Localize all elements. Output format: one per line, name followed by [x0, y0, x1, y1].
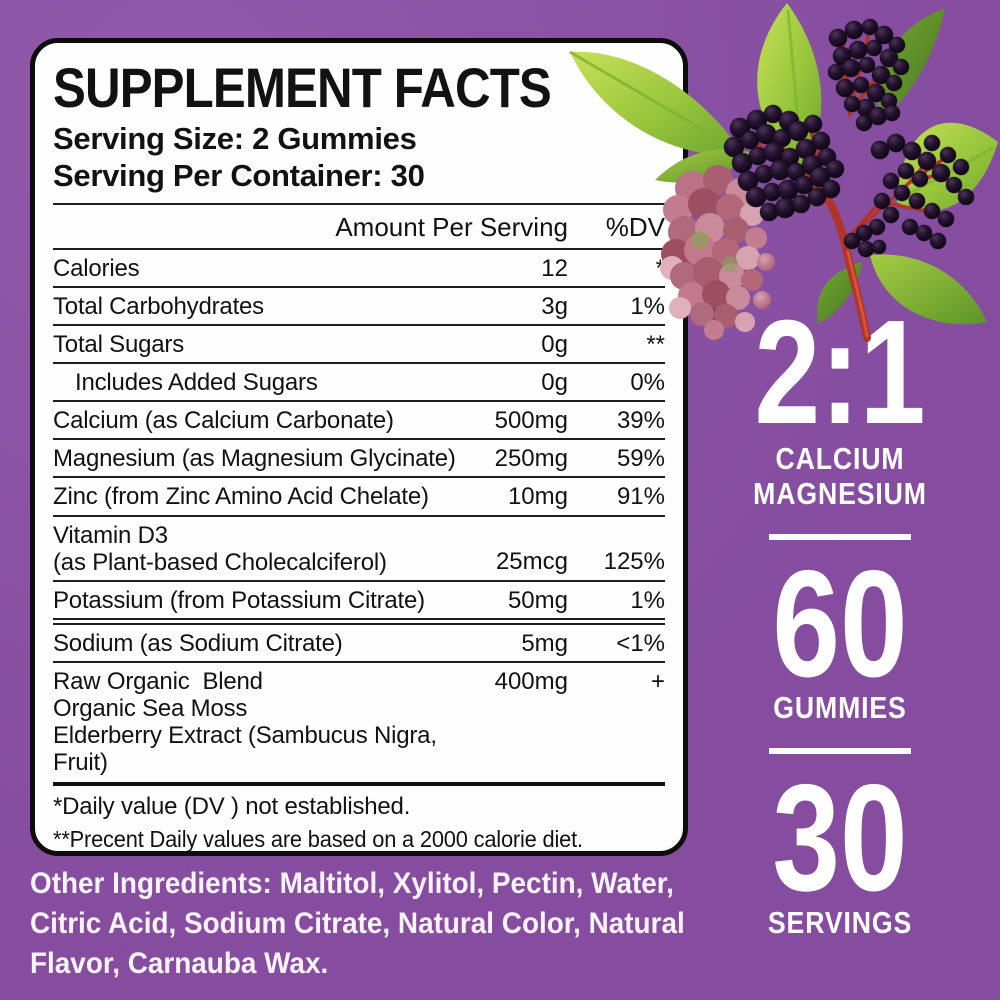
table-row-total-carbohydrates: Total Carbohydrates 3g 1% [53, 288, 665, 326]
nutrient-amount: 400mg [494, 667, 568, 695]
nutrient-dv: 125% [603, 547, 665, 575]
gummies-count: 60 [772, 538, 908, 709]
nutrient-dv: 59% [616, 445, 665, 473]
ratio-labels: CALCIUM MAGNESIUM [730, 442, 950, 511]
servings-count: 30 [772, 753, 908, 924]
nutrient-name: Includes Added Sugars [75, 369, 318, 397]
panel-title: SUPPLEMENT FACTS [53, 56, 552, 119]
footnote-dv: *Daily value (DV ) not established. [53, 793, 411, 821]
nutrient-dv: 91% [616, 483, 665, 511]
nutrient-amount: 5mg [521, 629, 568, 657]
nutrient-name: Magnesium (as Magnesium Glycinate) [53, 445, 456, 473]
badge-divider [769, 748, 911, 755]
nutrient-amount: 10mg [507, 483, 568, 511]
nutrient-dv: 39% [616, 407, 665, 435]
table-row-raw-organic-blend: Raw Organic Blend Organic Sea Moss Elder… [53, 663, 665, 782]
divider [53, 202, 665, 205]
nutrient-name: Sodium (as Sodium Citrate) [53, 629, 343, 657]
nutrient-name: Calcium (as Calcium Carbonate) [53, 407, 394, 435]
badge-divider [769, 533, 911, 540]
nutrient-amount: 25mcg [495, 547, 568, 575]
table-row-magnesium: Magnesium (as Magnesium Glycinate) 250mg… [53, 440, 665, 479]
nutrient-name: Raw Organic Blend Organic Sea Moss Elder… [53, 667, 437, 777]
column-amount-per-serving: Amount Per Serving [335, 211, 568, 242]
nutrient-dv: 1% [630, 586, 665, 614]
servings-label: SERVINGS [767, 904, 913, 940]
nutrient-amount: 3g [541, 292, 568, 320]
table-row-vitamin-d3: Vitamin D3 (as Plant-based Cholecalcifer… [53, 517, 665, 582]
column-dv: %DV [605, 211, 665, 242]
gummies-label: GUMMIES [773, 690, 907, 726]
nutrient-dv: + [650, 667, 665, 695]
table-header: Amount Per Serving %DV [53, 205, 665, 250]
badges-column: 2:1 CALCIUM MAGNESIUM 60 GUMMIES 30 SERV… [730, 290, 950, 940]
serving-per-container: Serving Per Container: 30 [53, 157, 425, 193]
elderberry-illustration [569, 3, 998, 342]
nutrient-name: Potassium (from Potassium Citrate) [53, 586, 425, 614]
table-row-total-sugars: Total Sugars 0g ** [53, 326, 665, 365]
nutrient-name: Calories [53, 254, 140, 282]
nutrient-amount: 12 [541, 254, 568, 282]
nutrient-name: Total Sugars [53, 330, 185, 358]
nutrient-name: Total Carbohydrates [53, 292, 264, 320]
nutrient-amount: 0g [541, 330, 568, 358]
nutrient-dv: <1% [616, 629, 665, 657]
table-row-calcium: Calcium (as Calcium Carbonate) 500mg 39% [53, 402, 665, 441]
ratio-label-magnesium: MAGNESIUM [753, 476, 927, 512]
leaf-shapes [569, 3, 998, 325]
nutrient-name: Zinc (from Zinc Amino Acid Chelate) [53, 483, 429, 511]
serving-size: Serving Size: 2 Gummies [53, 121, 417, 157]
supplement-facts-panel: SUPPLEMENT FACTS Serving Size: 2 Gummies… [30, 38, 688, 856]
table-row-added-sugars: Includes Added Sugars 0g 0% [53, 364, 665, 403]
ratio-value: 2:1 [754, 290, 926, 455]
table-row-sodium: Sodium (as Sodium Citrate) 5mg <1% [53, 625, 665, 663]
nutrient-name: Vitamin D3 (as Plant-based Cholecalcifer… [53, 521, 387, 576]
other-ingredients-text: Other Ingredients: Maltitol, Xylitol, Pe… [30, 867, 685, 980]
table-row-zinc: Zinc (from Zinc Amino Acid Chelate) 10mg… [53, 478, 665, 517]
nutrient-dv: 1% [630, 292, 665, 320]
nutrient-dv: ** [646, 330, 665, 358]
berry-cluster [723, 18, 975, 258]
nutrient-amount: 500mg [494, 407, 568, 435]
nutrient-amount: 50mg [507, 586, 568, 614]
divider-thick [53, 782, 665, 787]
nutrient-dv: 0% [630, 369, 665, 397]
ratio-label-calcium: CALCIUM [775, 441, 905, 477]
nutrient-amount: 250mg [494, 445, 568, 473]
nutrient-amount: 0g [541, 369, 568, 397]
footnote-percent-dv: **Precent Daily values are based on a 20… [53, 825, 583, 852]
table-row-potassium: Potassium (from Potassium Citrate) 50mg … [53, 582, 665, 625]
flower-cluster [660, 165, 775, 341]
